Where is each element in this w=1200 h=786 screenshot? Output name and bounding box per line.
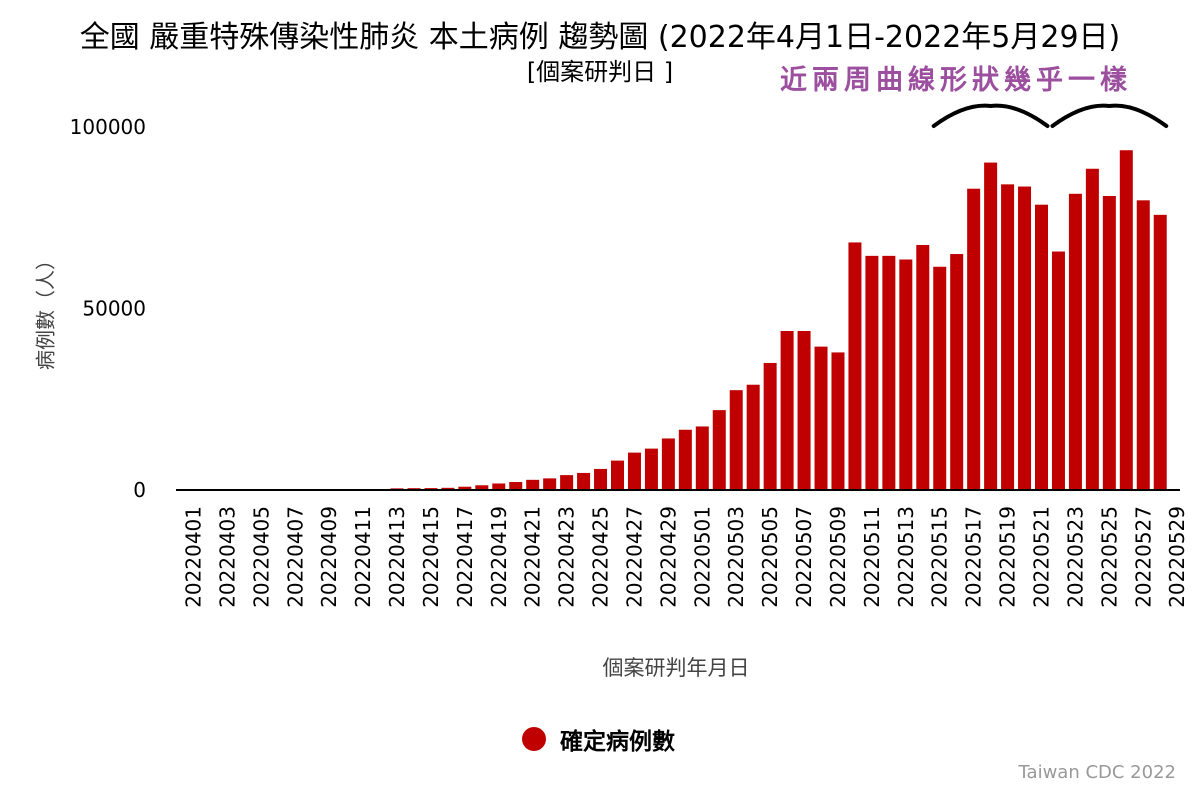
bar-20220517 [967,188,981,490]
bar-20220429 [661,438,675,490]
annotation-text: 近兩周曲線形狀幾乎一樣 [780,65,1132,96]
x-tick-label: 20220415 [419,506,443,608]
bar-20220430 [678,429,692,490]
bar-20220425 [594,468,608,490]
x-tick-label: 20220405 [249,506,273,608]
bar-20220520 [1018,186,1032,491]
bar-20220526 [1119,150,1133,490]
bar-20220505 [763,362,777,490]
bar-20220504 [746,384,760,490]
bar-20220503 [729,390,743,490]
bar-20220419 [492,483,506,490]
x-tick-label: 20220419 [487,506,511,608]
bar-20220420 [509,482,523,490]
x-tick-label: 20220407 [283,506,307,608]
bar-20220424 [577,472,591,490]
bar-20220421 [526,479,540,490]
bar-20220422 [543,478,557,490]
x-tick-label: 20220411 [351,506,375,608]
bar-20220509 [831,352,845,490]
bar-20220416 [441,487,455,490]
chart-subtitle: [個案研判日 ] [526,58,674,86]
x-tick-label: 20220505 [758,506,782,608]
x-tick-label: 20220523 [1063,506,1087,608]
bar-20220511 [865,255,879,490]
x-tick-label: 20220509 [826,506,850,608]
bar-20220423 [560,475,574,490]
bar-20220513 [899,259,913,490]
x-tick-label: 20220427 [622,506,646,608]
bar-20220506 [780,331,794,490]
x-tick-label: 20220503 [724,506,748,608]
x-tick-label: 20220413 [385,506,409,608]
x-tick-label: 20220421 [521,506,545,608]
bar-20220508 [814,346,828,490]
bar-20220525 [1102,195,1116,490]
x-tick-label: 20220425 [589,506,613,608]
credit-text: Taiwan CDC 2022 [1018,762,1176,783]
x-tick-label: 20220423 [555,506,579,608]
bar-20220512 [882,255,896,490]
x-tick-label: 20220521 [1030,506,1054,608]
bar-20220522 [1051,251,1065,490]
legend-label: 確定病例數 [560,729,675,755]
bar-20220516 [950,254,964,490]
annotation-braces [931,103,1169,128]
x-tick-label: 20220517 [962,506,986,608]
bar-20220521 [1035,204,1048,490]
bar-20220418 [475,485,489,490]
x-tick-label: 20220511 [860,506,884,608]
x-axis-label: 個案研判年月日 [602,656,750,680]
bar-20220501 [695,426,709,490]
x-tick-label: 20220403 [215,506,239,608]
x-tick-label: 20220515 [928,506,952,608]
x-tick-label: 20220401 [182,506,206,608]
x-tick-label: 20220529 [1165,506,1189,608]
x-tick-label: 20220507 [792,506,816,608]
bar-20220426 [611,460,624,490]
y-tick-labels: 0 50000 100000 [70,115,146,502]
x-tick-label: 20220417 [453,506,477,608]
x-tick-label: 20220409 [317,506,341,608]
bar-20220502 [712,410,726,490]
bar-20220527 [1136,200,1150,491]
y-tick-label: 50000 [82,297,146,321]
bar-20220510 [848,242,862,490]
bar-20220428 [644,448,658,490]
bar-20220507 [797,331,811,490]
x-tick-label: 20220429 [656,506,680,608]
bar-20220518 [984,162,998,490]
bar-group [187,150,1167,491]
bar-20220523 [1068,193,1082,491]
y-tick-label: 0 [133,478,146,502]
x-tick-label: 20220527 [1131,506,1155,608]
x-tick-label: 20220513 [894,506,918,608]
legend-swatch [522,727,546,751]
bar-20220524 [1085,168,1099,490]
bar-20220515 [933,266,947,490]
bar-20220519 [1001,184,1015,490]
chart-title: 全國 嚴重特殊傳染性肺炎 本土病例 趨勢圖 (2022年4月1日-2022年5月… [79,20,1121,55]
annotation-brace-1 [931,103,1050,128]
y-tick-label: 100000 [70,115,146,139]
x-tick-label: 20220519 [996,506,1020,608]
bar-20220514 [916,244,930,490]
bar-20220417 [458,486,472,490]
bar-20220427 [627,452,641,490]
bar-20220528 [1153,214,1167,490]
x-tick-label: 20220501 [690,506,714,608]
annotation-brace-2 [1050,103,1169,128]
x-tick-label: 20220525 [1097,506,1121,608]
x-tick-labels: 20220401 20220403 20220405 20220407 20220409… [182,506,1190,608]
legend: 確定病例數 [522,722,675,756]
